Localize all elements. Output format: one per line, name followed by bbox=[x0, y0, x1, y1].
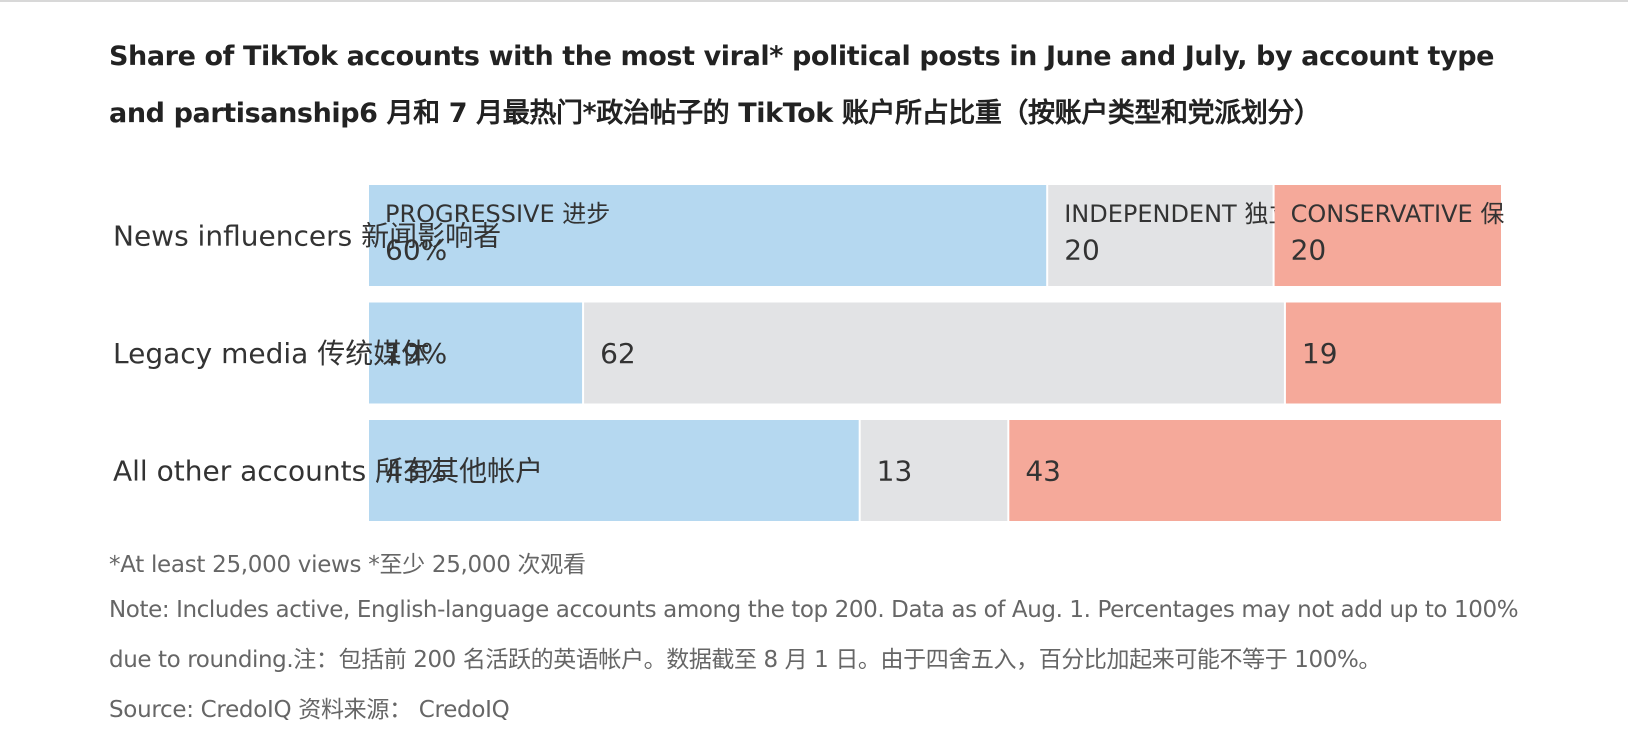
category-label-1: News influencers 新闻影响者 bbox=[113, 220, 501, 253]
note-text: Note: Includes active, English-language … bbox=[109, 597, 1519, 673]
bar-conservative-2 bbox=[1285, 302, 1501, 404]
value-label-conservative-1: 20 bbox=[1291, 234, 1327, 267]
bar-conservative-3 bbox=[1009, 420, 1501, 521]
source-text: Source: CredoIQ 资料来源： CredoIQ bbox=[109, 697, 510, 723]
value-label-conservative-2: 19 bbox=[1302, 337, 1338, 370]
bar-progressive-2 bbox=[369, 302, 583, 404]
notes-block: *At least 25,000 views *至少 25,000 次观看 No… bbox=[109, 545, 1539, 735]
bar-independent-3 bbox=[860, 420, 1008, 521]
legend-label-conservative: CONSERVATIVE 保 bbox=[1291, 200, 1505, 228]
category-label-3: All other accounts 所有其他帐户 bbox=[113, 455, 543, 488]
value-label-progressive-1: 60% bbox=[385, 234, 447, 267]
stacked-bar-chart: 60% PROGRESSIVE 进步 20 INDEPENDENT 独立的 20 CONS… bbox=[113, 185, 1505, 521]
value-label-progressive-2: 19% bbox=[385, 337, 447, 370]
bar-progressive-3 bbox=[369, 420, 859, 521]
value-label-independent-3: 13 bbox=[877, 455, 913, 488]
legend-label-progressive: PROGRESSIVE 进步 bbox=[385, 200, 610, 228]
bar-independent-2 bbox=[584, 302, 1284, 404]
value-label-independent-1: 20 bbox=[1064, 234, 1100, 267]
footnote: *At least 25,000 views *至少 25,000 次观看 bbox=[109, 552, 586, 578]
category-label-2: Legacy media 传统媒体 bbox=[113, 337, 429, 370]
value-label-independent-2: 62 bbox=[600, 337, 636, 370]
bar-independent-1 bbox=[1048, 185, 1273, 286]
chart-title: Share of TikTok accounts with the most v… bbox=[109, 41, 1495, 129]
value-label-progressive-3: 43% bbox=[385, 455, 447, 488]
bar-conservative-1 bbox=[1274, 185, 1501, 286]
bar-progressive-1 bbox=[369, 185, 1047, 286]
legend-label-independent: INDEPENDENT 独立的 bbox=[1064, 200, 1316, 228]
value-label-conservative-3: 43 bbox=[1025, 455, 1061, 488]
top-rule bbox=[0, 0, 1628, 2]
